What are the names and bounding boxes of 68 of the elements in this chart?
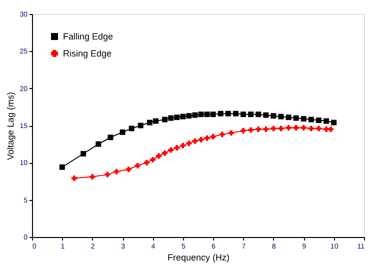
point: [308, 116, 314, 122]
point: [308, 126, 314, 132]
point: [162, 116, 168, 122]
point: [270, 113, 276, 119]
x-axis-title: Frequency (Hz): [167, 252, 230, 262]
legend-label: Falling Edge: [63, 32, 114, 42]
point: [153, 118, 158, 124]
point: [174, 145, 180, 151]
point: [108, 134, 114, 140]
point: [240, 112, 246, 118]
legend-label: Rising Edge: [63, 48, 112, 58]
point: [120, 129, 126, 135]
point: [96, 141, 102, 147]
point: [138, 122, 144, 128]
point: [293, 115, 299, 121]
point: [232, 110, 238, 116]
point: [180, 142, 186, 148]
point: [192, 112, 198, 118]
point: [316, 126, 322, 132]
point: [316, 118, 322, 124]
point: [198, 136, 204, 142]
point: [286, 114, 292, 120]
point: [59, 164, 65, 170]
point: [72, 176, 77, 182]
point: [198, 112, 204, 118]
point: [192, 138, 198, 144]
point: [256, 126, 262, 132]
point: [210, 112, 216, 118]
point: [328, 126, 334, 132]
point: [174, 114, 180, 120]
point: [324, 118, 330, 124]
point: [180, 114, 186, 120]
point: [218, 110, 224, 116]
point: [270, 126, 276, 132]
point: [186, 140, 192, 146]
point: [278, 114, 284, 120]
point: [204, 112, 210, 118]
point: [300, 124, 306, 130]
point: [210, 134, 216, 140]
y-axis-title: Voltage Lag (ms): [6, 92, 16, 160]
point: [150, 156, 156, 162]
point: [300, 116, 306, 122]
point: [263, 126, 269, 132]
point: [128, 126, 134, 132]
point: [168, 115, 174, 121]
point: [126, 166, 132, 172]
point: [225, 110, 231, 116]
point: [293, 124, 299, 130]
point: [134, 162, 140, 168]
point: [248, 112, 254, 118]
point: [248, 127, 254, 133]
point: [90, 174, 96, 180]
point: [168, 147, 174, 153]
point: [80, 151, 86, 156]
point: [156, 153, 162, 159]
point: [186, 113, 192, 119]
point: [286, 124, 292, 130]
point: [204, 135, 210, 141]
point: [240, 128, 246, 134]
point: [219, 132, 225, 138]
point: [331, 120, 337, 126]
point: [146, 120, 152, 126]
point: [162, 150, 168, 156]
point: [256, 112, 262, 118]
point: [144, 160, 150, 166]
point: [263, 112, 269, 118]
point: [104, 172, 110, 178]
point: [228, 130, 234, 136]
